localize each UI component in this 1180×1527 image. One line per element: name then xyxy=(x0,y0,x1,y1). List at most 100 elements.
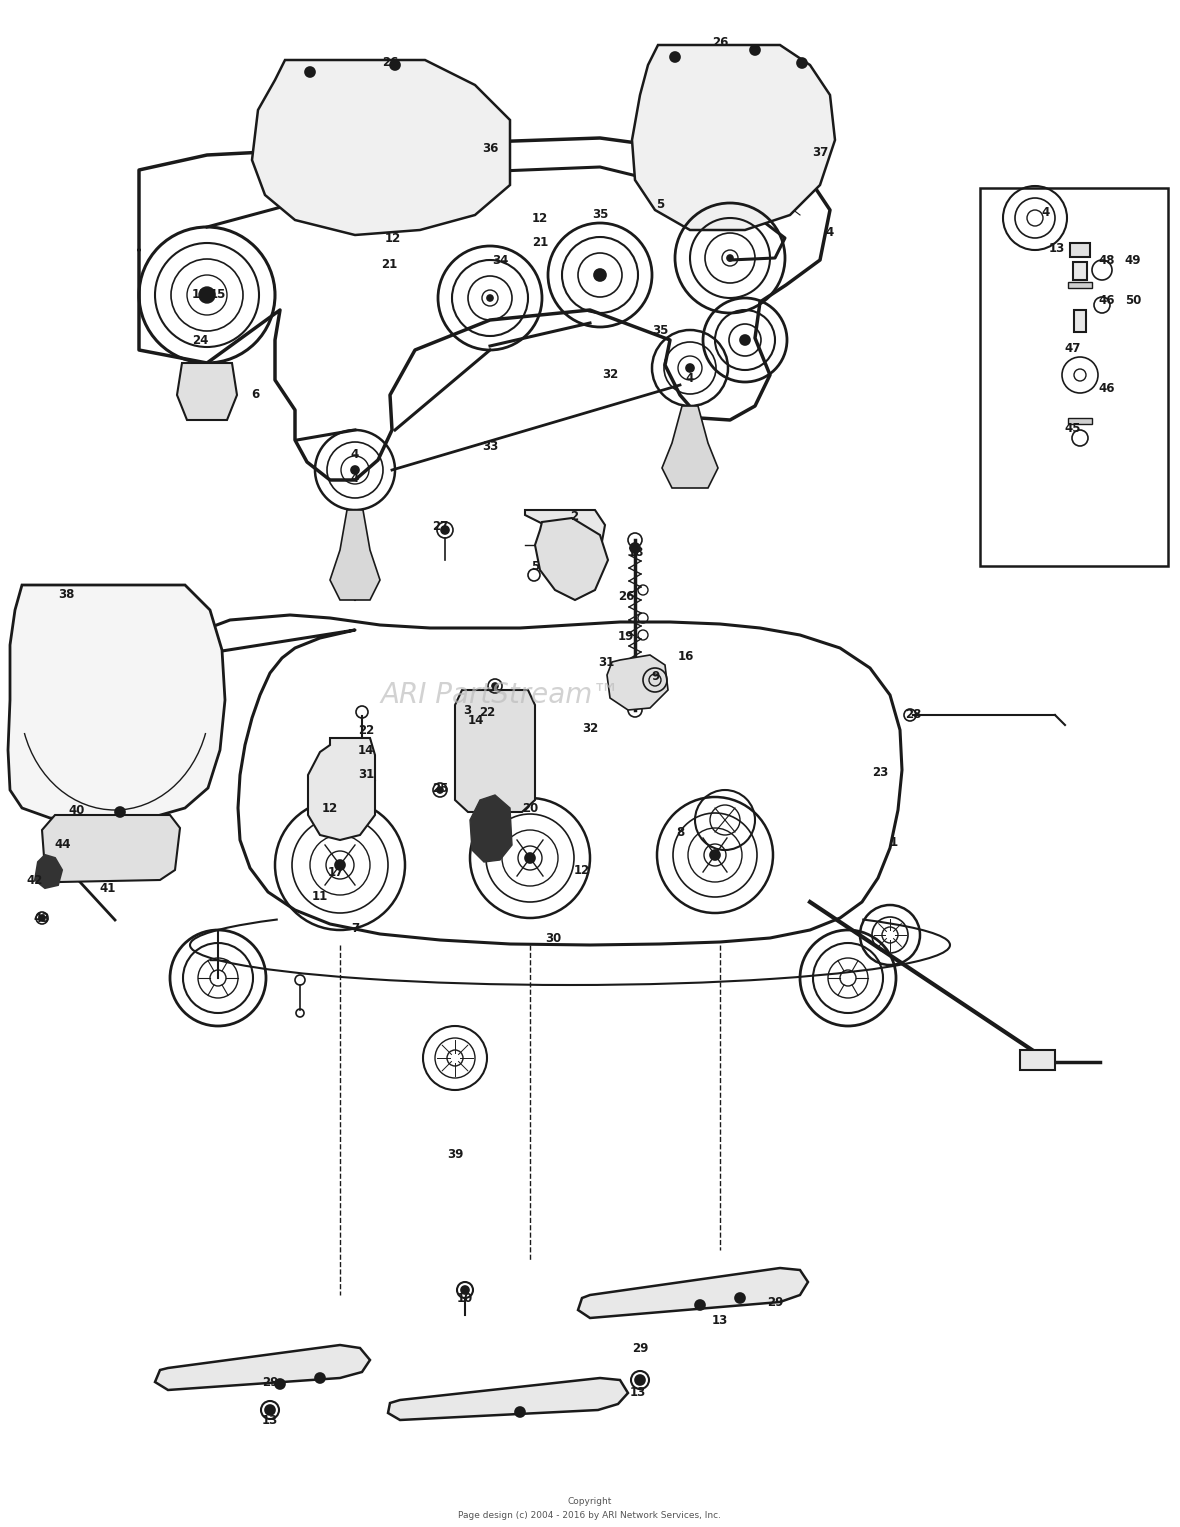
Text: 25: 25 xyxy=(432,782,448,794)
Text: 8: 8 xyxy=(676,826,684,838)
Text: 15: 15 xyxy=(210,289,227,301)
Circle shape xyxy=(441,525,450,534)
Text: 4: 4 xyxy=(1042,206,1050,220)
Text: 23: 23 xyxy=(872,767,889,779)
Text: 13: 13 xyxy=(630,1385,647,1399)
Text: ARI PartStream™: ARI PartStream™ xyxy=(380,681,620,709)
Circle shape xyxy=(740,334,750,345)
Text: 31: 31 xyxy=(598,655,614,669)
Text: 32: 32 xyxy=(582,721,598,734)
Polygon shape xyxy=(578,1267,808,1318)
Text: 48: 48 xyxy=(1099,253,1115,267)
Text: Copyright: Copyright xyxy=(568,1498,612,1507)
Circle shape xyxy=(391,60,400,70)
Bar xyxy=(1020,1051,1055,1070)
Polygon shape xyxy=(177,363,237,420)
Circle shape xyxy=(335,860,345,870)
Polygon shape xyxy=(8,585,225,820)
Text: 29: 29 xyxy=(767,1295,784,1309)
Text: 14: 14 xyxy=(467,713,484,727)
Circle shape xyxy=(266,1405,275,1416)
Circle shape xyxy=(796,58,807,69)
Polygon shape xyxy=(42,815,181,883)
Text: 26: 26 xyxy=(382,55,398,69)
Text: 21: 21 xyxy=(532,237,549,249)
Text: 17: 17 xyxy=(328,866,345,878)
Circle shape xyxy=(514,1406,525,1417)
Polygon shape xyxy=(330,510,380,600)
Circle shape xyxy=(304,67,315,76)
Circle shape xyxy=(492,683,498,689)
Text: 5: 5 xyxy=(656,199,664,212)
Circle shape xyxy=(750,44,760,55)
Text: 4: 4 xyxy=(686,371,694,385)
Circle shape xyxy=(350,466,359,473)
Text: 40: 40 xyxy=(68,803,85,817)
Text: 47: 47 xyxy=(1064,342,1081,354)
Circle shape xyxy=(727,255,733,261)
Text: 10: 10 xyxy=(457,1292,473,1304)
Text: 12: 12 xyxy=(385,232,401,244)
Circle shape xyxy=(525,854,535,863)
Polygon shape xyxy=(35,855,63,889)
Text: 3: 3 xyxy=(463,704,471,716)
Circle shape xyxy=(670,52,680,63)
Polygon shape xyxy=(632,44,835,231)
Text: 22: 22 xyxy=(358,724,374,736)
Text: 4: 4 xyxy=(350,472,359,484)
Polygon shape xyxy=(1068,282,1092,289)
Text: 44: 44 xyxy=(54,838,71,852)
Circle shape xyxy=(686,363,694,373)
Polygon shape xyxy=(525,510,605,589)
Text: 13: 13 xyxy=(712,1313,728,1327)
Text: 41: 41 xyxy=(100,881,116,895)
Text: 42: 42 xyxy=(27,873,44,887)
Text: 35: 35 xyxy=(651,324,668,336)
Text: 36: 36 xyxy=(481,142,498,154)
Bar xyxy=(981,188,1168,567)
Text: 28: 28 xyxy=(905,709,922,721)
Text: 31: 31 xyxy=(358,768,374,782)
Text: 35: 35 xyxy=(592,209,608,221)
Text: 43: 43 xyxy=(34,912,51,924)
Circle shape xyxy=(594,269,607,281)
Text: 49: 49 xyxy=(1125,253,1141,267)
Polygon shape xyxy=(535,518,608,600)
Text: 13: 13 xyxy=(262,1414,278,1426)
Text: 2: 2 xyxy=(570,510,578,522)
Bar xyxy=(1073,263,1087,279)
Text: 24: 24 xyxy=(192,333,208,347)
Bar xyxy=(1074,310,1086,331)
Circle shape xyxy=(487,295,493,301)
Text: 12: 12 xyxy=(322,802,339,814)
Text: 38: 38 xyxy=(58,588,74,602)
Text: 5: 5 xyxy=(531,560,539,574)
Polygon shape xyxy=(1068,418,1092,425)
Polygon shape xyxy=(662,406,717,489)
Text: 19: 19 xyxy=(618,631,634,643)
Text: 46: 46 xyxy=(1099,293,1115,307)
Text: 33: 33 xyxy=(481,440,498,454)
Text: 46: 46 xyxy=(1099,382,1115,394)
Polygon shape xyxy=(253,60,510,235)
Text: 21: 21 xyxy=(381,258,398,272)
Text: 12: 12 xyxy=(532,212,549,224)
Circle shape xyxy=(315,1373,324,1383)
Text: 45: 45 xyxy=(1064,421,1081,435)
Text: Page design (c) 2004 - 2016 by ARI Network Services, Inc.: Page design (c) 2004 - 2016 by ARI Netwo… xyxy=(459,1512,721,1521)
Circle shape xyxy=(199,287,215,302)
Text: 11: 11 xyxy=(312,890,328,904)
Text: 37: 37 xyxy=(812,145,828,159)
Text: 29: 29 xyxy=(631,1342,648,1354)
Polygon shape xyxy=(388,1377,628,1420)
Circle shape xyxy=(39,915,45,921)
Circle shape xyxy=(114,806,125,817)
Text: 32: 32 xyxy=(602,368,618,382)
Polygon shape xyxy=(308,738,375,840)
Text: 9: 9 xyxy=(651,670,660,684)
Bar xyxy=(1070,243,1090,257)
Text: 13: 13 xyxy=(1049,241,1066,255)
Text: 14: 14 xyxy=(358,744,374,756)
Text: 39: 39 xyxy=(447,1148,464,1162)
Text: 26: 26 xyxy=(712,37,728,49)
